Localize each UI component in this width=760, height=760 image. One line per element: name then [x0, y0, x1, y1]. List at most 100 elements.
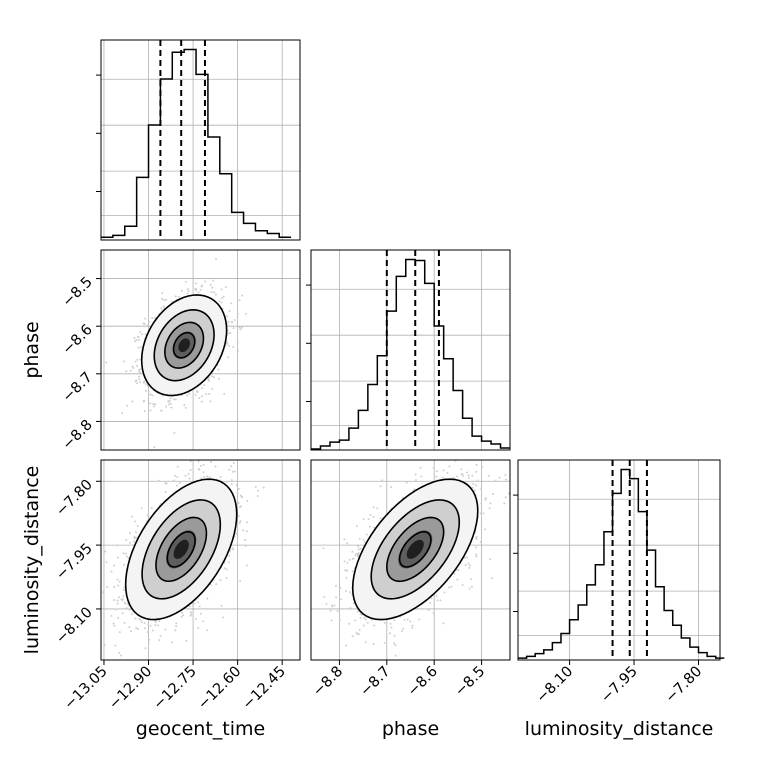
scatter-point — [230, 302, 233, 305]
scatter-point — [193, 607, 196, 610]
scatter-point — [165, 482, 168, 485]
scatter-point — [262, 486, 265, 489]
scatter-point — [418, 618, 421, 621]
scatter-point — [194, 282, 197, 285]
scatter-point — [154, 623, 157, 626]
scatter-point — [129, 369, 132, 372]
contour-line — [124, 478, 238, 621]
contour-line — [153, 309, 215, 382]
scatter-point — [228, 554, 231, 557]
scatter-point — [164, 491, 167, 494]
scatter-point — [179, 482, 182, 485]
contour-line — [172, 331, 196, 359]
scatter-point — [150, 507, 153, 510]
scatter-point — [139, 331, 142, 334]
scatter-point — [231, 470, 234, 473]
scatter-point — [116, 544, 119, 547]
scatter-point — [225, 315, 228, 318]
scatter-point — [241, 496, 244, 499]
scatter-point — [170, 406, 173, 409]
scatter-point — [207, 378, 210, 381]
scatter-point — [189, 468, 192, 471]
contour-line — [164, 321, 205, 369]
scatter-point — [168, 403, 171, 406]
scatter-point — [212, 279, 215, 282]
scatter-point — [209, 400, 212, 403]
scatter-point — [176, 465, 179, 468]
scatter-point — [184, 406, 187, 409]
scatter-point — [136, 358, 139, 361]
scatter-point — [177, 295, 180, 298]
scatter-point — [233, 319, 236, 322]
scatter-point — [471, 474, 474, 477]
scatter-point — [435, 448, 437, 450]
scatter-point — [237, 487, 240, 490]
scatter-point — [160, 307, 163, 310]
scatter-point — [165, 298, 168, 301]
scatter-point — [209, 284, 212, 287]
scatter-point — [214, 293, 217, 296]
scatter-point — [122, 360, 125, 363]
panel-frame — [100, 39, 301, 241]
scatter-point — [159, 634, 162, 637]
scatter-point — [123, 586, 126, 589]
scatter-point — [236, 312, 239, 315]
scatter-point — [230, 483, 233, 486]
scatter-point — [229, 332, 232, 335]
histogram-panel-geocent_time — [96, 39, 301, 241]
scatter-point — [152, 405, 155, 408]
scatter-point — [116, 616, 119, 619]
scatter-point — [197, 626, 200, 629]
scatter-point — [123, 563, 126, 566]
histogram-step-phase — [311, 258, 510, 450]
scatter-point — [114, 644, 117, 647]
scatter-point — [180, 615, 183, 618]
scatter-point — [202, 463, 205, 466]
scatter-point — [254, 485, 257, 488]
scatter-point — [173, 431, 176, 434]
contour-line — [155, 516, 208, 583]
scatter-point — [232, 327, 235, 330]
scatter-point — [272, 430, 274, 432]
contour-line — [166, 531, 196, 568]
scatter-point — [436, 599, 439, 602]
scatter-point — [256, 495, 259, 498]
scatter-point — [227, 320, 230, 323]
scatter-point — [199, 288, 202, 291]
scatter-point — [103, 643, 106, 646]
scatter-point — [154, 403, 157, 406]
scatter-point — [198, 396, 201, 399]
scatter-point — [136, 364, 139, 367]
scatter-point — [113, 624, 116, 627]
scatter-point — [236, 341, 239, 344]
panel-frame — [310, 249, 511, 451]
scatter-point — [237, 349, 240, 352]
scatter-point — [209, 583, 212, 586]
scatter-point — [230, 479, 233, 482]
scatter-point — [123, 621, 126, 624]
scatter-point — [141, 333, 144, 336]
scatter-point — [118, 651, 121, 654]
scatter-point — [180, 289, 183, 292]
scatter-point — [364, 641, 367, 644]
scatter-point — [174, 295, 177, 298]
scatter-point — [239, 328, 242, 331]
scatter-point — [129, 630, 132, 633]
scatter-point — [227, 356, 230, 359]
scatter-point — [210, 375, 213, 378]
scatter-point — [383, 621, 386, 624]
scatter-point — [236, 528, 239, 531]
scatter-point — [198, 605, 201, 608]
scatter-point — [149, 393, 152, 396]
scatter-point — [148, 638, 151, 641]
scatter-point — [154, 316, 157, 319]
scatter-point — [151, 629, 154, 632]
scatter-point — [402, 627, 405, 630]
scatter-point — [193, 602, 196, 605]
scatter-point — [245, 312, 248, 315]
scatter-point — [151, 316, 154, 319]
scatter-point — [244, 539, 247, 542]
scatter-point — [362, 518, 365, 521]
scatter-point — [157, 479, 160, 482]
scatter-point — [163, 298, 166, 301]
